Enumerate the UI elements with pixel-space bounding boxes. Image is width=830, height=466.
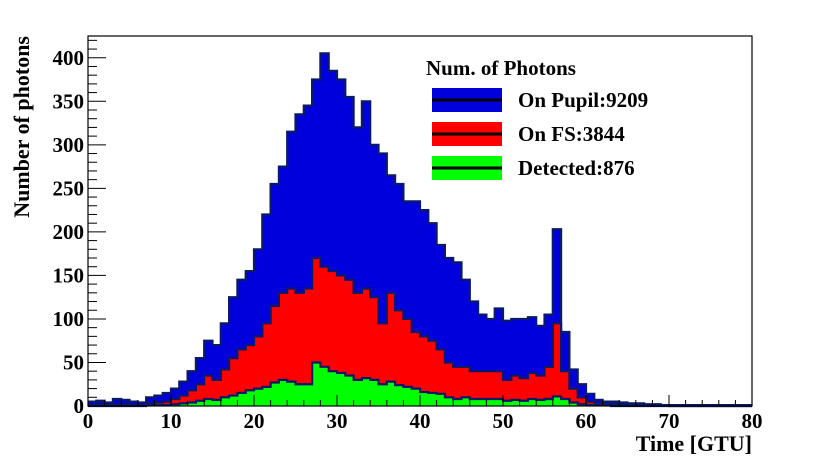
y-tick-label: 200 (53, 220, 85, 244)
legend: Num. of Photons On Pupil:9209 On FS:3844 D… (426, 56, 648, 180)
legend-entry-0: On Pupil:9209 (432, 88, 648, 112)
y-tick-label: 300 (53, 133, 85, 157)
series-0 (88, 52, 752, 407)
series-layer (88, 52, 752, 408)
x-tick-label: 60 (576, 409, 597, 433)
legend-title: Num. of Photons (426, 56, 576, 80)
y-tick-label: 0 (74, 394, 85, 418)
legend-entry-1: On FS:3844 (432, 122, 625, 146)
y-tick-label: 250 (53, 176, 85, 200)
x-axis-title: Time [GTU] (636, 431, 752, 456)
x-tick-label: 10 (161, 409, 182, 433)
legend-label-0: On Pupil:9209 (518, 88, 648, 112)
series-outline-0 (88, 52, 752, 407)
legend-label-2: Detected:876 (518, 156, 635, 180)
series-fill-0 (88, 53, 752, 406)
x-tick-label: 80 (742, 409, 763, 433)
y-tick-label: 50 (63, 350, 84, 374)
x-tick-label: 0 (83, 409, 94, 433)
x-tick-label: 70 (659, 409, 680, 433)
legend-label-1: On FS:3844 (518, 122, 625, 146)
y-tick-label: 100 (53, 307, 85, 331)
y-axis-title: Number of photons (9, 36, 34, 218)
y-tick-label: 350 (53, 89, 85, 113)
axes-layer: 0 10 20 30 40 50 60 70 80 0 50 100 150 200 250 300 350 40… (53, 35, 763, 433)
x-tick-label: 40 (410, 409, 431, 433)
y-tick-label: 400 (53, 46, 85, 70)
series-1 (88, 256, 752, 408)
x-tick-label: 20 (244, 409, 265, 433)
x-tick-label: 50 (493, 409, 514, 433)
legend-entry-2: Detected:876 (432, 156, 635, 180)
series-outline-1 (88, 256, 752, 408)
y-tick-label: 150 (53, 263, 85, 287)
x-tick-label: 30 (327, 409, 348, 433)
